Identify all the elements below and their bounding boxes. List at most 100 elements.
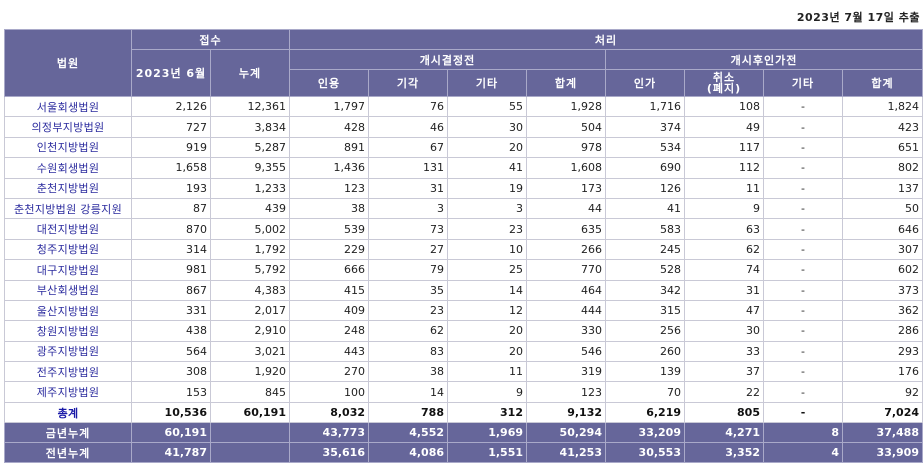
cell-accepted: 248 [289, 320, 369, 342]
table-row: 춘천지방법원 강릉지원 87 439 38 3 3 44 41 9-50 [4, 197, 923, 220]
court-link[interactable]: 청주지방법원 [4, 238, 132, 261]
cell-month: 870 [131, 218, 211, 240]
cell-accepted: 43,773 [289, 422, 369, 444]
cell-cancel: 112 [684, 157, 764, 179]
court-link[interactable]: 서울회생법원 [4, 95, 132, 118]
cell-cancel: 3,352 [684, 442, 764, 463]
header-before-commencement: 개시결정전 [289, 49, 606, 70]
cell-accepted: 415 [289, 279, 369, 301]
cell-cum: 9,355 [210, 157, 290, 179]
cell-month: 87 [131, 197, 211, 220]
total-row: 총계 10,536 60,191 8,032 788 312 9,132 6,219 805-7… [4, 401, 923, 424]
cell-other1: 20 [447, 340, 527, 363]
cell-approved: 690 [605, 157, 685, 179]
cell-approved: 260 [605, 340, 685, 363]
cell-sum1: 504 [526, 116, 606, 138]
cell-other1: 9 [447, 381, 527, 403]
cell-other2: - [763, 197, 843, 220]
cell-cum: 12,361 [210, 95, 290, 118]
header-cancel-line1: 취소 [712, 71, 736, 84]
cell-accepted: 443 [289, 340, 369, 363]
cell-other2: - [763, 218, 843, 240]
cell-sum2: 307 [842, 238, 923, 261]
extract-date: 2023년 7월 17일 추출 [796, 11, 920, 24]
court-link[interactable]: 수원회생법원 [4, 157, 132, 179]
cell-other1: 12 [447, 299, 527, 322]
court-link[interactable]: 대구지방법원 [4, 259, 132, 281]
cell-cancel: 74 [684, 259, 764, 281]
court-link[interactable]: 대전지방법원 [4, 218, 132, 240]
cell-dismissed: 14 [368, 381, 448, 403]
court-link[interactable]: 춘천지방법원 [4, 177, 132, 199]
cell-dismissed: 4,086 [368, 442, 448, 463]
table-header: 법원 접수 처리 2023년 6월 누계 개시결정전 개시후인가전 인용 기각 … [4, 29, 923, 97]
court-link[interactable]: 제주지방법원 [4, 381, 132, 403]
cell-sum2: 802 [842, 157, 923, 179]
cell-approved: 70 [605, 381, 685, 403]
cell-sum1: 444 [526, 299, 606, 322]
cell-month: 867 [131, 279, 211, 301]
cell-month: 60,191 [131, 422, 211, 444]
court-link[interactable]: 울산지방법원 [4, 299, 132, 322]
cell-cum: 845 [210, 381, 290, 403]
cell-other1: 41 [447, 157, 527, 179]
cell-sum1: 173 [526, 177, 606, 199]
cell-other1: 20 [447, 320, 527, 342]
cell-sum2: 1,824 [842, 95, 923, 118]
cell-sum2: 176 [842, 361, 923, 383]
court-link[interactable]: 인천지방법원 [4, 136, 132, 159]
cell-month: 919 [131, 136, 211, 159]
cell-cancel: 805 [684, 401, 764, 424]
table-row: 울산지방법원 331 2,017 409 23 12 444 315 47-362 [4, 299, 923, 322]
cell-accepted: 1,436 [289, 157, 369, 179]
cell-month: 193 [131, 177, 211, 199]
cell-other2: - [763, 340, 843, 363]
row-label: 전년누계 [4, 442, 132, 463]
cell-dismissed: 3 [368, 197, 448, 220]
cumulative-row: 전년누계 41,787 35,616 4,086 1,551 41,253 30,553 3,… [4, 442, 923, 463]
table-row: 수원회생법원 1,658 9,355 1,436 131 41 1,608 690 112-80… [4, 157, 923, 179]
rehabilitation-statistics-table: 법원 접수 처리 2023년 6월 누계 개시결정전 개시후인가전 인용 기각 … [4, 29, 923, 463]
table-row: 부산회생법원 867 4,383 415 35 14 464 342 31-373 [4, 279, 923, 301]
cell-sum1: 978 [526, 136, 606, 159]
table-row: 제주지방법원 153 845 100 14 9 123 70 22-92 [4, 381, 923, 403]
cell-cancel: 4,271 [684, 422, 764, 444]
court-link[interactable]: 광주지방법원 [4, 340, 132, 363]
cell-cancel: 62 [684, 238, 764, 261]
cell-other1: 30 [447, 116, 527, 138]
cell-month: 564 [131, 340, 211, 363]
court-link[interactable]: 의정부지방법원 [4, 116, 132, 138]
cell-dismissed: 23 [368, 299, 448, 322]
cell-month: 1,658 [131, 157, 211, 179]
court-link[interactable]: 부산회생법원 [4, 279, 132, 301]
cell-cum: 5,792 [210, 259, 290, 281]
cell-accepted: 100 [289, 381, 369, 403]
cell-cum [210, 442, 290, 463]
cell-month: 41,787 [131, 442, 211, 463]
cell-other1: 19 [447, 177, 527, 199]
header-processing: 처리 [289, 29, 923, 50]
header-subtotal-before: 합계 [526, 69, 606, 97]
header-other-before: 기타 [447, 69, 527, 97]
cell-accepted: 123 [289, 177, 369, 199]
cell-accepted: 270 [289, 361, 369, 383]
cell-other2: - [763, 259, 843, 281]
court-link[interactable]: 창원지방법원 [4, 320, 132, 342]
cell-dismissed: 67 [368, 136, 448, 159]
cell-cum: 3,834 [210, 116, 290, 138]
cell-other2: 8 [763, 422, 843, 444]
cell-sum2: 293 [842, 340, 923, 363]
table-row: 대전지방법원 870 5,002 539 73 23 635 583 63-646 [4, 218, 923, 240]
cell-month: 308 [131, 361, 211, 383]
cell-month: 153 [131, 381, 211, 403]
cell-cum: 4,383 [210, 279, 290, 301]
cell-cancel: 33 [684, 340, 764, 363]
cell-sum2: 33,909 [842, 442, 923, 463]
court-link[interactable]: 전주지방법원 [4, 361, 132, 383]
cell-cancel: 9 [684, 197, 764, 220]
cell-other2: - [763, 177, 843, 199]
cell-dismissed: 79 [368, 259, 448, 281]
cell-cancel: 37 [684, 361, 764, 383]
row-label: 총계 [4, 401, 132, 424]
court-link[interactable]: 춘천지방법원 강릉지원 [4, 197, 132, 220]
